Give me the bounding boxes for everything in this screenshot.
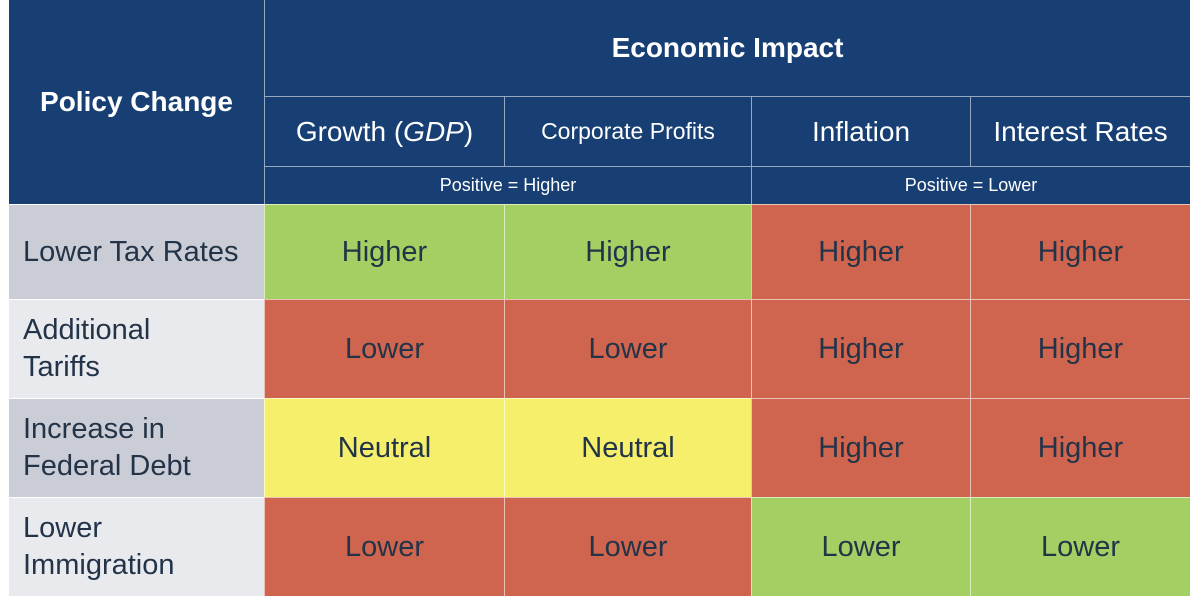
column-header-growth-suffix: ) — [463, 115, 474, 147]
impact-cell: Lower — [504, 497, 751, 596]
impact-cell: Lower — [264, 497, 504, 596]
column-header-inflation: Inflation — [751, 96, 970, 166]
row-label: Additional Tariffs — [9, 299, 264, 398]
row-label: Lower Immigration — [9, 497, 264, 596]
impact-cell: Higher — [970, 299, 1190, 398]
column-header-interest-rates: Interest Rates — [970, 96, 1190, 166]
column-header-growth-italic: GDP — [403, 115, 464, 147]
row-label: Increase in Federal Debt — [9, 398, 264, 497]
impact-cell: Neutral — [504, 398, 751, 497]
impact-cell: Higher — [751, 204, 970, 299]
row-label-text: Lower Immigration — [23, 512, 175, 581]
impact-cell: Higher — [751, 398, 970, 497]
impact-cell: Lower — [264, 299, 504, 398]
impact-cell: Neutral — [264, 398, 504, 497]
column-header-corporate-profits: Corporate Profits — [504, 96, 751, 166]
row-label-text: Lower Tax Rates — [23, 235, 239, 268]
policy-change-header: Policy Change — [9, 0, 264, 204]
impact-cell: Lower — [504, 299, 751, 398]
group-label-positive-lower: Positive = Lower — [751, 166, 1190, 204]
column-header-growth-label: Growth ( — [295, 115, 404, 147]
impact-cell: Higher — [970, 398, 1190, 497]
impact-cell: Higher — [970, 204, 1190, 299]
policy-impact-table: Policy Change Economic Impact Growth (GD… — [9, 0, 1190, 596]
column-header-growth: Growth (GDP) — [264, 96, 504, 166]
impact-cell: Lower — [970, 497, 1190, 596]
economic-impact-header: Economic Impact — [264, 0, 1190, 96]
impact-cell: Higher — [264, 204, 504, 299]
impact-cell: Higher — [751, 299, 970, 398]
impact-cell: Lower — [751, 497, 970, 596]
row-label: Lower Tax Rates — [9, 204, 264, 299]
group-label-positive-higher: Positive = Higher — [264, 166, 751, 204]
row-label-text: Additional Tariffs — [23, 314, 151, 383]
row-label-text: Increase in Federal Debt — [23, 413, 191, 482]
impact-cell: Higher — [504, 204, 751, 299]
